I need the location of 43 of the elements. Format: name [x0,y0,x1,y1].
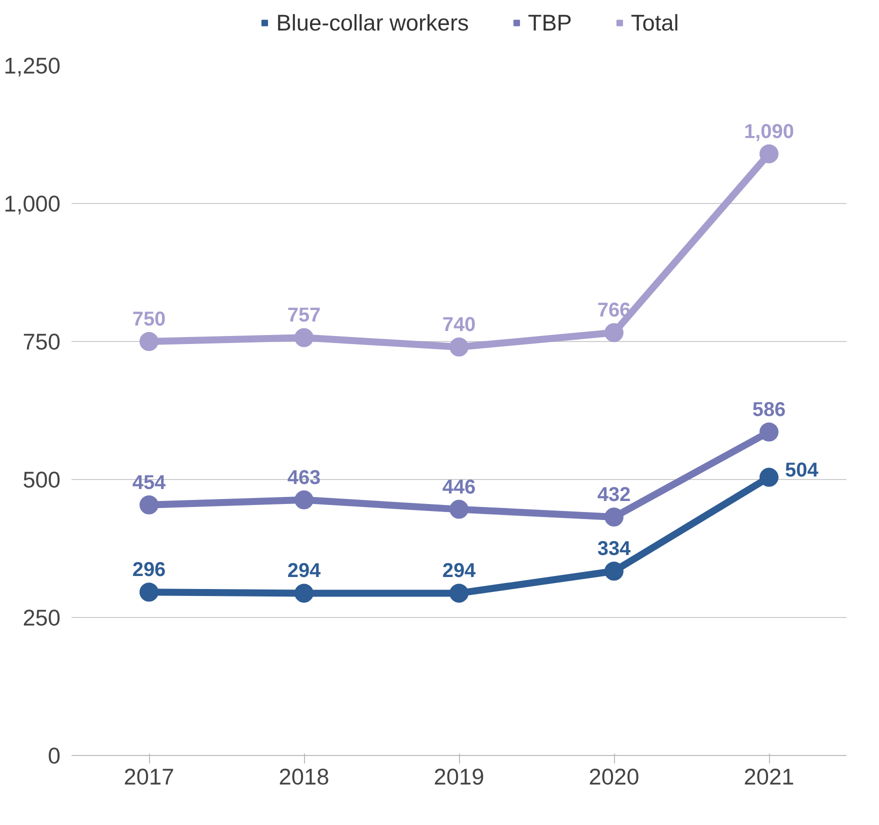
x-tick-label: 2019 [434,764,484,790]
data-label: 296 [132,559,166,582]
data-label: 463 [287,466,321,489]
point [140,332,158,351]
data-label: 446 [442,476,476,498]
legend-label: Total [630,9,679,36]
point [450,584,468,603]
x-tick-label: 2020 [588,764,640,790]
y-tick-label: 500 [22,466,61,492]
legend-label: Blue-collar workers [276,9,469,36]
point [604,508,624,527]
y-tick-label: 1,000 [4,190,61,216]
y-tick-label: 0 [48,742,61,768]
data-label: 1,090 [744,120,794,143]
point [294,328,314,348]
point [450,338,468,356]
x-tick-label: 2021 [744,764,794,790]
point [760,144,778,164]
point [140,582,158,602]
data-label: 750 [132,308,166,330]
point [294,490,314,510]
point [604,323,624,342]
point [294,584,314,603]
y-tick-label: 750 [22,328,61,354]
x-tick-label: 2018 [278,764,330,790]
point [760,468,778,487]
data-label: 432 [597,484,631,506]
data-label: 454 [132,472,167,494]
data-label: 757 [287,304,321,327]
data-label: 334 [597,538,632,560]
y-tick-label: 1,250 [4,52,61,78]
data-label: 294 [442,560,477,582]
point [760,422,778,442]
point [604,562,624,581]
data-label: 586 [752,399,786,422]
x-tick-label: 2017 [124,764,174,790]
y-tick-label: 250 [22,604,61,630]
data-label: 294 [287,560,322,582]
data-label: 740 [442,314,476,336]
point [450,500,468,519]
data-label: 504 [785,459,820,482]
point [140,495,158,514]
legend-label: TBP [528,9,572,36]
